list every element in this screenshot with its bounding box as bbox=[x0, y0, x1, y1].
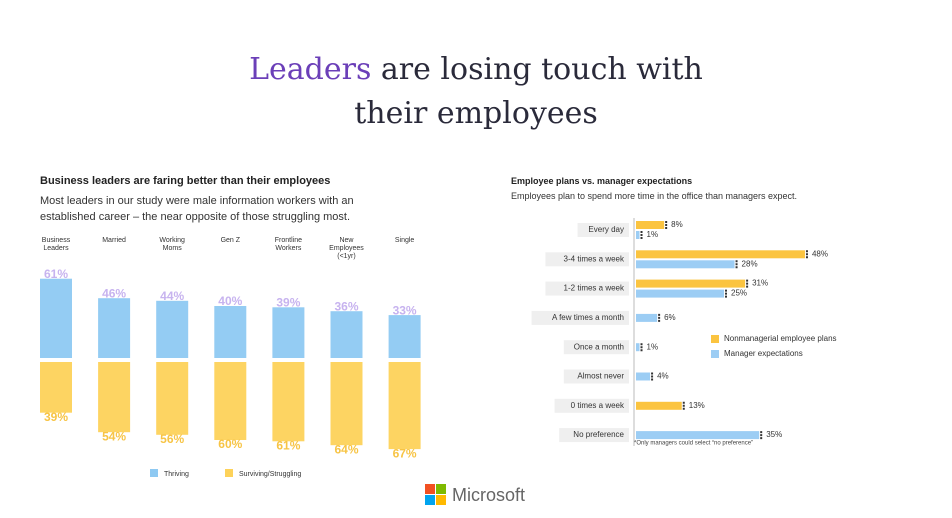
bar bbox=[636, 343, 640, 352]
chart-note: *Only managers could select “no preferen… bbox=[634, 441, 753, 447]
value-label: 48% bbox=[812, 249, 828, 258]
category-label: Once a month bbox=[574, 342, 624, 351]
category-box bbox=[559, 428, 629, 443]
legend-swatch bbox=[711, 335, 719, 343]
bar bbox=[388, 315, 421, 358]
bar bbox=[636, 231, 640, 239]
value-label: 36% bbox=[334, 299, 358, 313]
value-label: 61% bbox=[44, 267, 68, 281]
category-label: No preference bbox=[573, 430, 624, 439]
value-label: 64% bbox=[334, 442, 358, 456]
chart-subtitle: Employees plan to spend more time in the… bbox=[511, 191, 797, 201]
chart-title: Business leaders are faring better than … bbox=[40, 175, 331, 187]
legend-swatch bbox=[225, 469, 233, 477]
value-label: 8% bbox=[671, 220, 683, 229]
value-label: 28% bbox=[742, 259, 758, 268]
slide-title: Leaders are losing touch with their empl… bbox=[0, 48, 952, 136]
value-label: 39% bbox=[276, 295, 300, 309]
bar bbox=[272, 307, 305, 358]
bar bbox=[636, 289, 724, 298]
value-label: 54% bbox=[102, 429, 126, 443]
bar bbox=[40, 278, 72, 358]
category-label: A few times a month bbox=[552, 313, 624, 322]
bar bbox=[636, 372, 651, 381]
value-label: 56% bbox=[160, 432, 184, 446]
legend-label: Manager expectations bbox=[724, 349, 803, 358]
legend-swatch bbox=[150, 469, 158, 477]
chart-subtitle: Most leaders in our study were male info… bbox=[40, 195, 354, 223]
title-line: Leaders are losing touch with bbox=[0, 48, 952, 92]
brand-logo bbox=[425, 484, 447, 511]
bar bbox=[388, 362, 421, 450]
bar bbox=[330, 362, 363, 446]
bar bbox=[636, 260, 735, 269]
category-label: Working Moms bbox=[159, 237, 185, 252]
category-label: Single bbox=[394, 237, 415, 244]
title-line: their employees bbox=[354, 96, 598, 131]
bar bbox=[636, 401, 682, 410]
category-box bbox=[545, 281, 629, 296]
value-label: 31% bbox=[752, 279, 768, 288]
value-label: 1% bbox=[647, 342, 659, 351]
bar bbox=[40, 362, 72, 413]
bar bbox=[98, 298, 131, 358]
legend-swatch bbox=[711, 350, 719, 358]
logo-icon bbox=[425, 484, 446, 505]
category-box bbox=[563, 340, 629, 355]
title-text: are losing touch with bbox=[380, 52, 703, 87]
bar bbox=[98, 362, 131, 433]
bar bbox=[214, 362, 247, 440]
bar bbox=[214, 306, 247, 358]
category-label: New Employees (<1yr) bbox=[329, 237, 364, 260]
category-box bbox=[531, 310, 629, 325]
title-highlight: Leaders bbox=[249, 52, 372, 87]
bar bbox=[272, 362, 305, 442]
category-label: Frontline Workers bbox=[274, 237, 302, 252]
value-label: 44% bbox=[160, 289, 184, 303]
chart-title: Employee plans vs. manager expectations bbox=[511, 176, 693, 186]
bar bbox=[156, 300, 189, 358]
bar bbox=[156, 362, 189, 435]
legend-label: Nonmanagerial employee plans bbox=[724, 334, 837, 343]
bar bbox=[636, 279, 746, 288]
value-label: 33% bbox=[393, 303, 417, 317]
category-label: Married bbox=[102, 237, 126, 244]
brand-name: Microsoft bbox=[452, 485, 526, 505]
value-label: 61% bbox=[276, 438, 300, 452]
category-label: 1-2 times a week bbox=[564, 284, 625, 293]
value-label: 46% bbox=[102, 286, 126, 300]
bar bbox=[636, 250, 805, 259]
value-label: 4% bbox=[657, 372, 669, 381]
bar bbox=[330, 311, 363, 358]
category-label: Almost never bbox=[577, 372, 624, 381]
category-box bbox=[577, 223, 629, 237]
category-box bbox=[554, 398, 629, 413]
value-label: 40% bbox=[218, 294, 242, 308]
bar bbox=[636, 221, 665, 229]
bar bbox=[636, 431, 760, 440]
category-label: Gen Z bbox=[220, 237, 241, 244]
value-label: 1% bbox=[647, 230, 659, 239]
value-label: 13% bbox=[689, 401, 705, 410]
bar bbox=[636, 313, 658, 322]
value-label: 35% bbox=[766, 430, 782, 439]
category-label: 0 times a week bbox=[571, 401, 625, 410]
legend-label: Thriving bbox=[164, 471, 189, 478]
value-label: 6% bbox=[664, 313, 676, 322]
legend-label: Surviving/Struggling bbox=[239, 471, 301, 478]
category-box bbox=[545, 252, 629, 267]
category-label: Every day bbox=[588, 225, 624, 234]
value-label: 67% bbox=[393, 446, 417, 460]
category-box bbox=[563, 369, 629, 384]
value-label: 60% bbox=[218, 437, 242, 451]
value-label: 25% bbox=[731, 289, 747, 298]
category-label: 3-4 times a week bbox=[564, 254, 625, 263]
value-label: 39% bbox=[44, 410, 68, 424]
category-label: Business Leaders bbox=[41, 237, 71, 252]
